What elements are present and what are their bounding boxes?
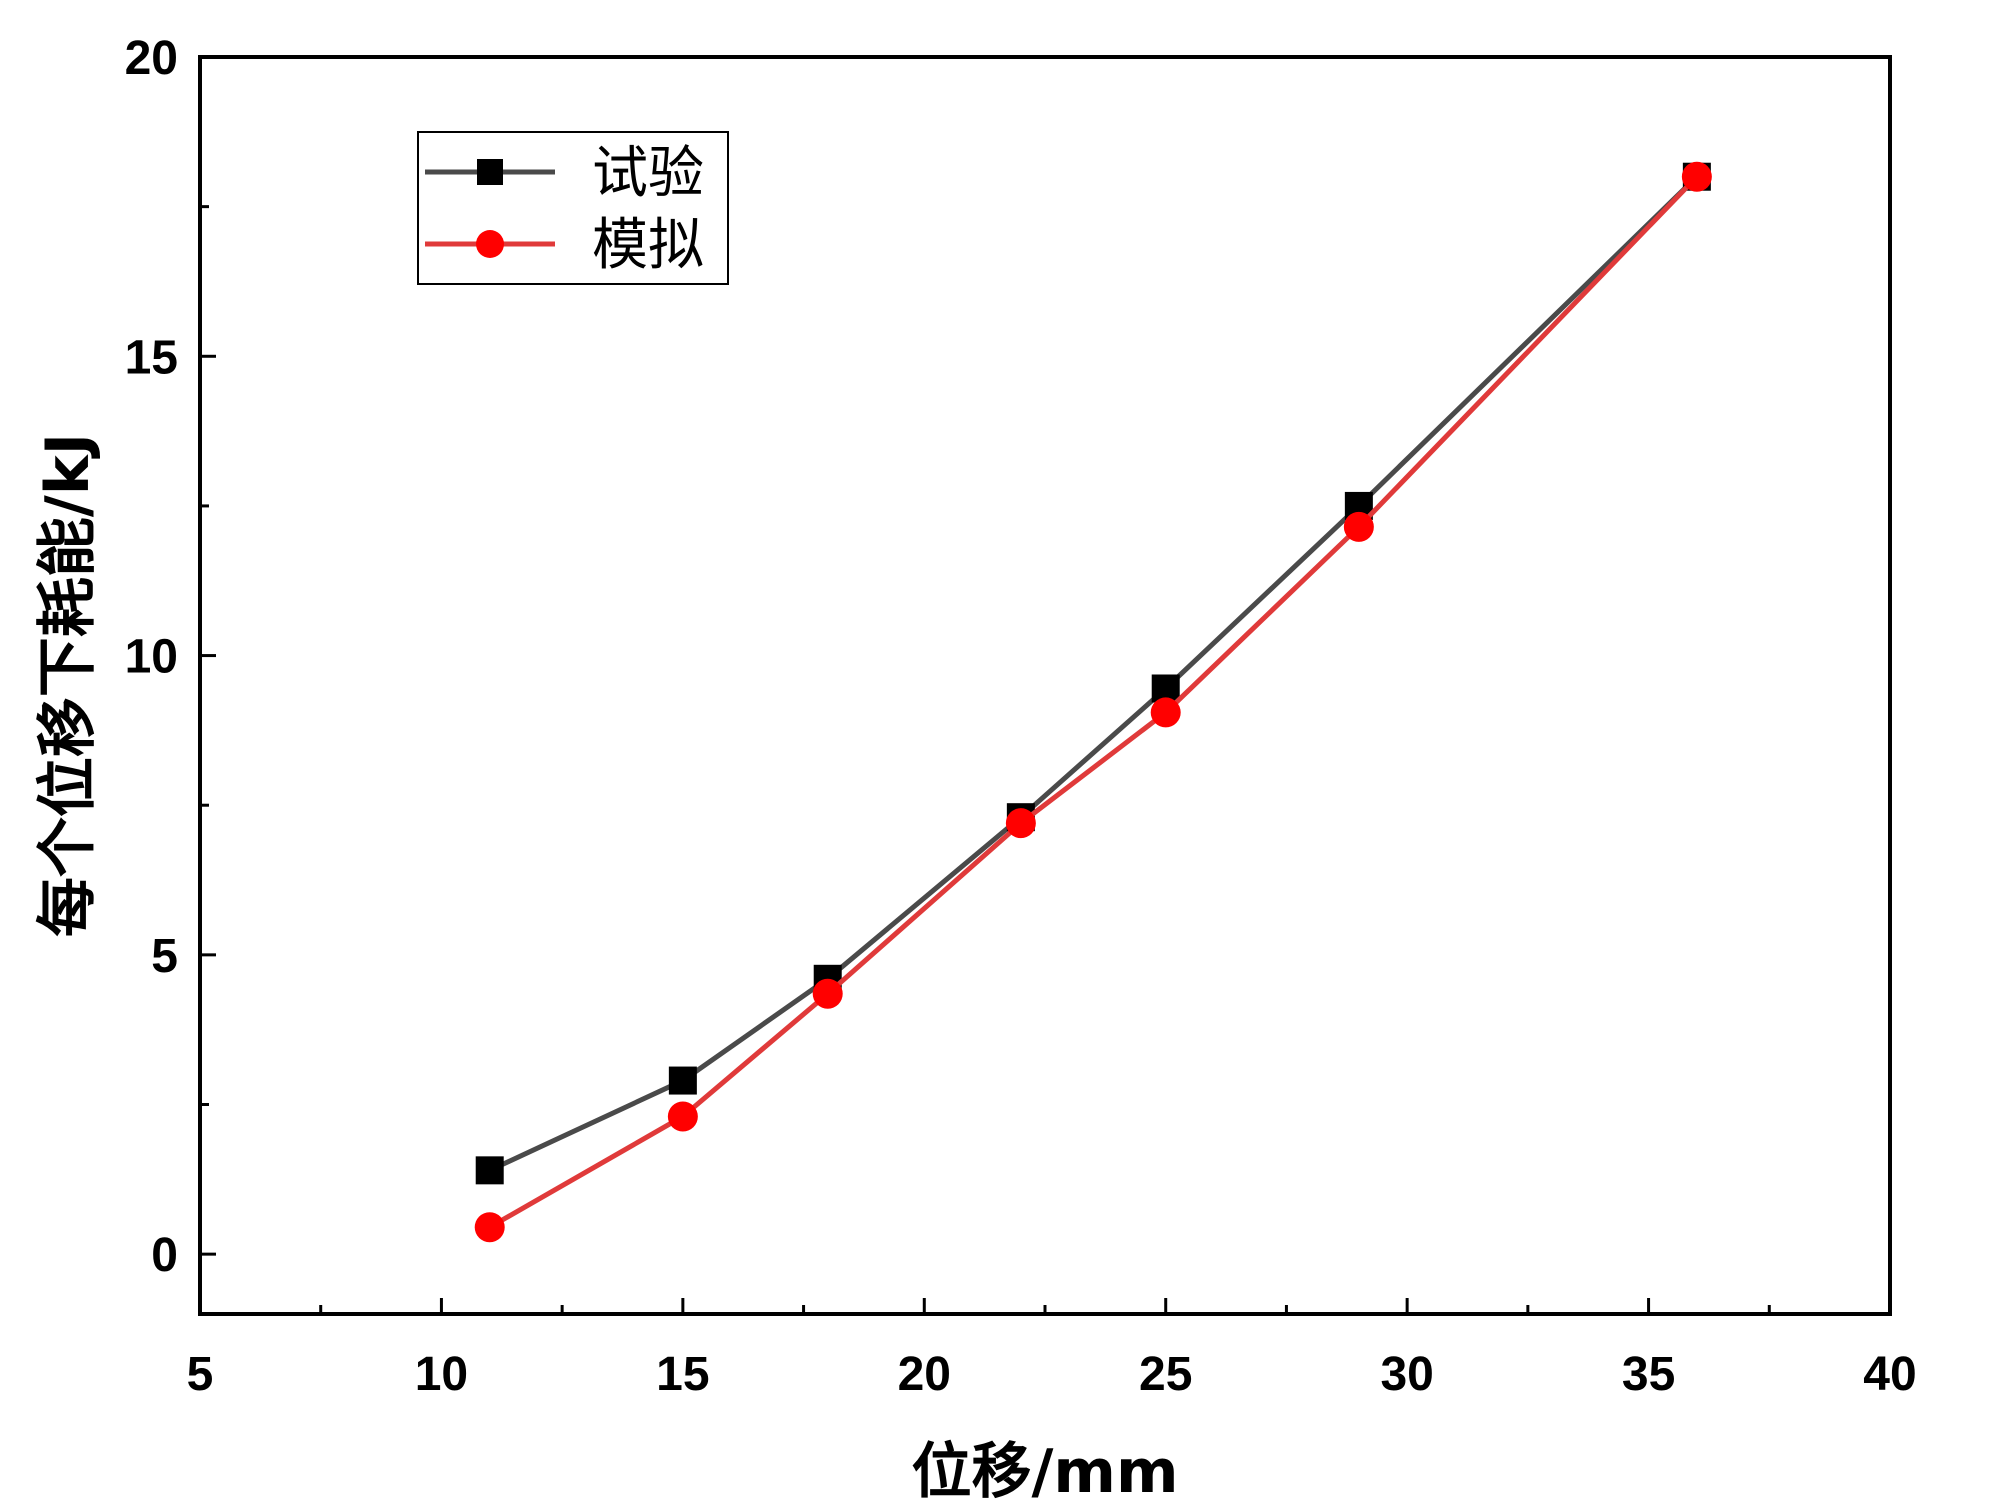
x-tick-label: 40	[1863, 1348, 1916, 1401]
x-tick-label: 15	[656, 1348, 709, 1401]
y-tick-label: 5	[151, 930, 178, 983]
y-tick-label: 0	[151, 1229, 178, 1282]
y-tick-label: 15	[125, 331, 178, 384]
data-point-circle	[1343, 511, 1374, 542]
data-point-square	[668, 1066, 697, 1095]
legend-marker-sim	[476, 230, 504, 258]
x-tick-label: 35	[1622, 1348, 1675, 1401]
y-axis-title: 每个位移下耗能/kJ	[33, 433, 103, 937]
data-point-circle	[1150, 697, 1181, 728]
data-point-circle	[812, 978, 843, 1009]
x-tick-label: 5	[187, 1348, 214, 1401]
x-axis-title: 位移/mm	[912, 1437, 1179, 1507]
y-tick-label: 10	[125, 631, 178, 684]
x-tick-label: 20	[898, 1348, 951, 1401]
x-tick-label: 30	[1380, 1348, 1433, 1401]
legend-marker-test	[477, 159, 503, 185]
series-line-1	[488, 174, 1699, 1173]
y-tick-label: 20	[125, 32, 178, 85]
y-axis-ticks: 0 5 10 15 20	[125, 32, 216, 1282]
legend: 试验 模拟	[417, 131, 729, 285]
data-point-circle	[1681, 161, 1712, 192]
legend-box	[417, 131, 729, 285]
data-point-circle	[1005, 808, 1036, 839]
data-point-square	[475, 1156, 504, 1185]
x-axis-ticks: 5 10 15 20 25 30 35 40	[187, 1298, 1917, 1401]
series-layer	[474, 161, 1712, 1243]
legend-label-sim: 模拟	[592, 213, 704, 278]
data-point-circle	[474, 1212, 505, 1243]
x-tick-label: 10	[415, 1348, 468, 1401]
x-tick-label: 25	[1139, 1348, 1192, 1401]
data-point-circle	[667, 1101, 698, 1132]
legend-label-test: 试验	[592, 141, 704, 206]
